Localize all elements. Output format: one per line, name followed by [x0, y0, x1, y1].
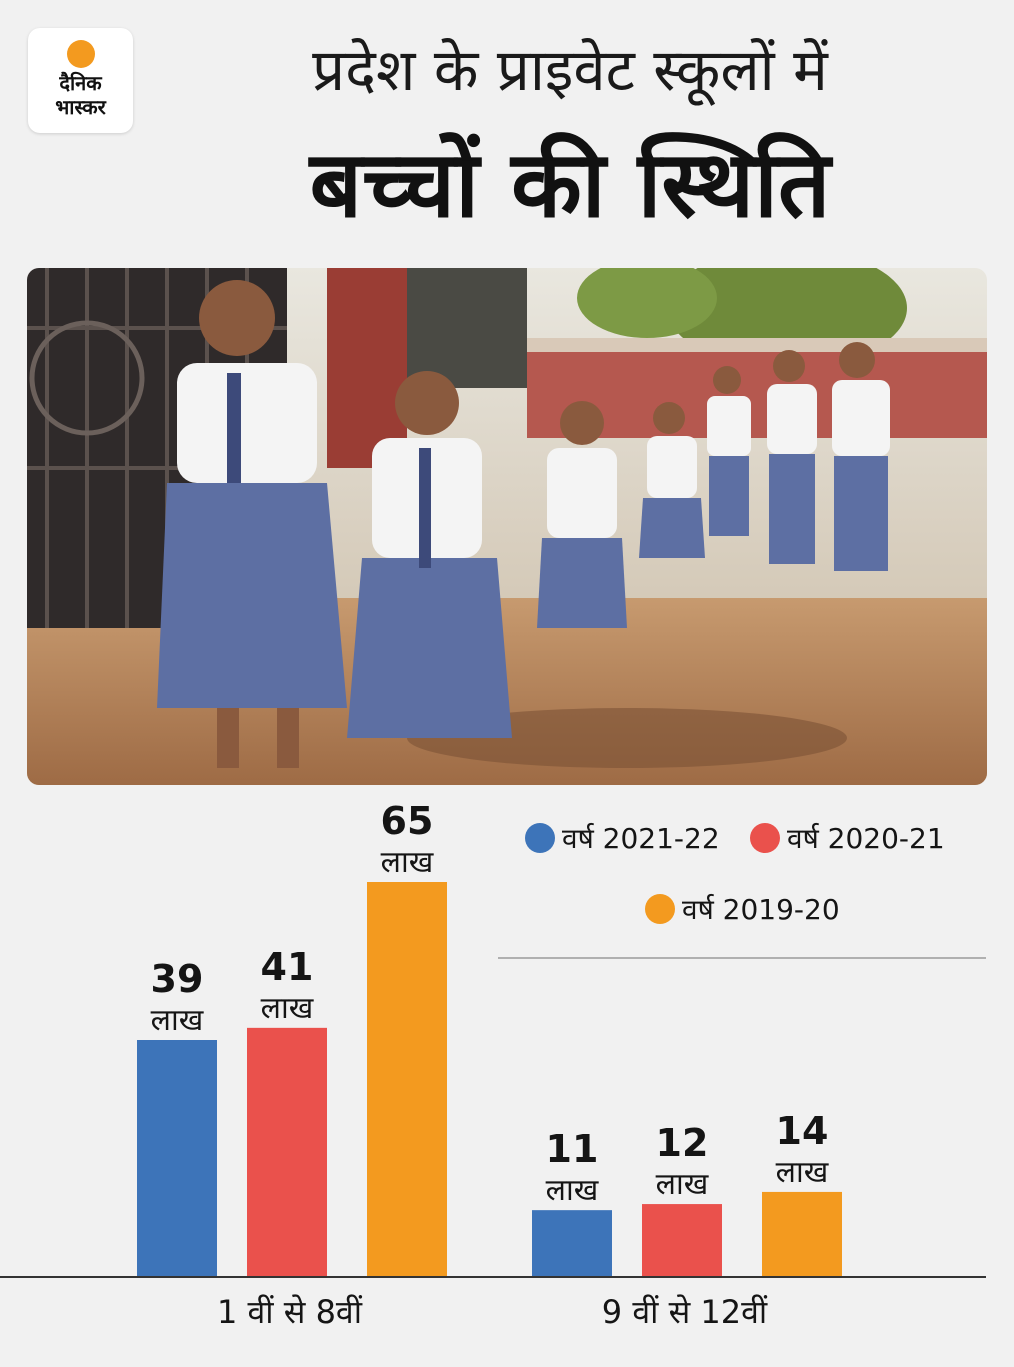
legend-label-0: वर्ष 2021-22	[562, 822, 720, 855]
bar-0-1	[247, 1027, 327, 1277]
bar-value-1-1: 12	[656, 1121, 709, 1165]
bar-value-0-0: 39	[151, 957, 204, 1001]
bar-0-0	[137, 1040, 217, 1277]
bar-unit-1-1: लाख	[656, 1167, 709, 1202]
bar-value-0-1: 41	[261, 945, 314, 989]
legend: वर्ष 2021-22 वर्ष 2020-21 वर्ष 2019-20	[525, 822, 945, 926]
sun-icon	[67, 40, 95, 68]
bar-unit-1-0: लाख	[546, 1173, 599, 1208]
legend-label-2: वर्ष 2019-20	[682, 893, 840, 926]
legend-dot-2	[645, 894, 675, 924]
students-walking-illustration	[27, 268, 987, 785]
legend-dot-0	[525, 823, 555, 853]
bar-unit-1-2: लाख	[776, 1155, 829, 1190]
category-labels: 1 वीं से 8वीं 9 वीं से 12वीं	[217, 1293, 768, 1331]
bar-value-0-2: 65	[381, 799, 434, 843]
logo-line-2: भास्कर	[55, 95, 106, 119]
category-label-0: 1 वीं से 8वीं	[217, 1293, 363, 1331]
bar-1-1	[642, 1204, 722, 1277]
dainik-bhaskar-logo: दैनिक भास्कर	[28, 28, 133, 133]
category-label-1: 9 वीं से 12वीं	[602, 1293, 768, 1331]
legend-label-1: वर्ष 2020-21	[787, 822, 945, 855]
bar-1-0	[532, 1210, 612, 1277]
bar-value-1-2: 14	[776, 1109, 829, 1153]
bar-value-1-0: 11	[546, 1127, 599, 1171]
page-title-line-2: बच्चों की स्थिति	[309, 131, 831, 238]
logo-line-1: दैनिक	[59, 71, 102, 95]
bar-unit-0-2: लाख	[381, 845, 434, 880]
legend-dot-1	[750, 823, 780, 853]
bar-unit-0-0: लाख	[151, 1003, 204, 1038]
bar-1-2	[762, 1191, 842, 1277]
page-title-line-1: प्रदेश के प्राइवेट स्कूलों में	[312, 36, 828, 104]
students-photo	[27, 268, 987, 785]
bar-unit-0-1: लाख	[261, 991, 314, 1026]
bar-0-2	[367, 882, 447, 1277]
